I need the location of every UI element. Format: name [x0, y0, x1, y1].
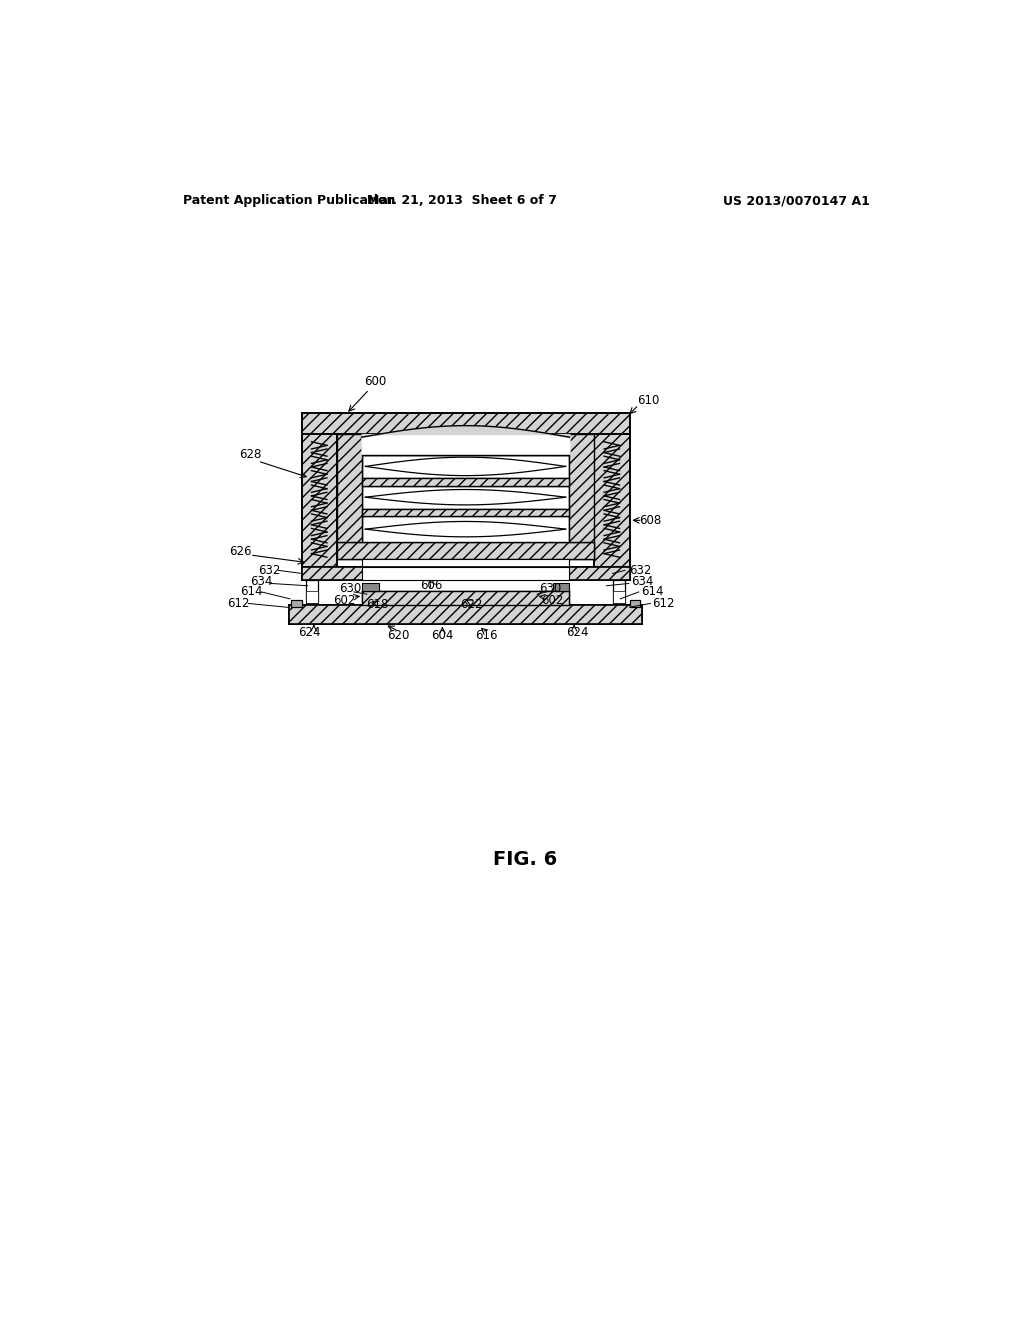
Bar	[291, 599, 301, 607]
Bar	[630, 599, 640, 607]
Text: 630: 630	[539, 582, 561, 594]
Text: 610: 610	[637, 395, 659, 408]
Bar	[612, 581, 625, 603]
Bar	[301, 434, 337, 581]
Text: 634: 634	[250, 576, 272, 589]
Text: 632: 632	[630, 564, 652, 577]
Text: 634: 634	[631, 576, 653, 589]
Text: Patent Application Publication: Patent Application Publication	[183, 194, 395, 207]
Bar	[337, 434, 361, 541]
Bar	[337, 543, 594, 558]
Bar	[361, 591, 569, 605]
Text: 620: 620	[387, 630, 410, 643]
Text: 630: 630	[339, 582, 361, 594]
Bar	[612, 591, 625, 603]
Text: 602: 602	[542, 594, 563, 607]
Bar	[361, 508, 569, 516]
Bar	[289, 605, 642, 624]
Text: US 2013/0070147 A1: US 2013/0070147 A1	[723, 194, 869, 207]
Bar	[306, 591, 318, 603]
Bar	[361, 478, 569, 486]
Text: 602: 602	[334, 594, 355, 607]
Bar	[301, 566, 630, 581]
Text: 614: 614	[641, 585, 664, 598]
Bar	[361, 516, 569, 541]
Text: 624: 624	[566, 626, 589, 639]
Bar	[306, 581, 318, 603]
Bar	[337, 434, 594, 541]
Text: 616: 616	[475, 630, 498, 643]
Bar	[361, 486, 569, 508]
Text: 624: 624	[298, 626, 321, 639]
Text: 600: 600	[365, 375, 386, 388]
Text: Mar. 21, 2013  Sheet 6 of 7: Mar. 21, 2013 Sheet 6 of 7	[367, 194, 557, 207]
Bar	[361, 583, 379, 591]
Text: 614: 614	[241, 585, 263, 598]
Text: 612: 612	[227, 597, 250, 610]
Text: 618: 618	[366, 598, 388, 611]
Bar	[361, 566, 569, 581]
Text: 608: 608	[639, 513, 662, 527]
Text: 622: 622	[461, 598, 483, 611]
Bar	[630, 599, 640, 607]
Bar	[361, 558, 569, 566]
Text: 632: 632	[258, 564, 281, 577]
Text: 612: 612	[652, 597, 675, 610]
Text: 606: 606	[420, 579, 442, 593]
Text: 604: 604	[431, 630, 454, 643]
Bar	[291, 599, 301, 607]
Text: 626: 626	[228, 545, 251, 557]
Bar	[361, 434, 569, 455]
Text: 628: 628	[239, 449, 261, 462]
Bar	[361, 455, 569, 478]
Bar	[594, 434, 630, 581]
Text: FIG. 6: FIG. 6	[493, 850, 557, 869]
Bar	[569, 434, 594, 541]
Bar	[301, 412, 630, 434]
Bar	[553, 583, 569, 591]
